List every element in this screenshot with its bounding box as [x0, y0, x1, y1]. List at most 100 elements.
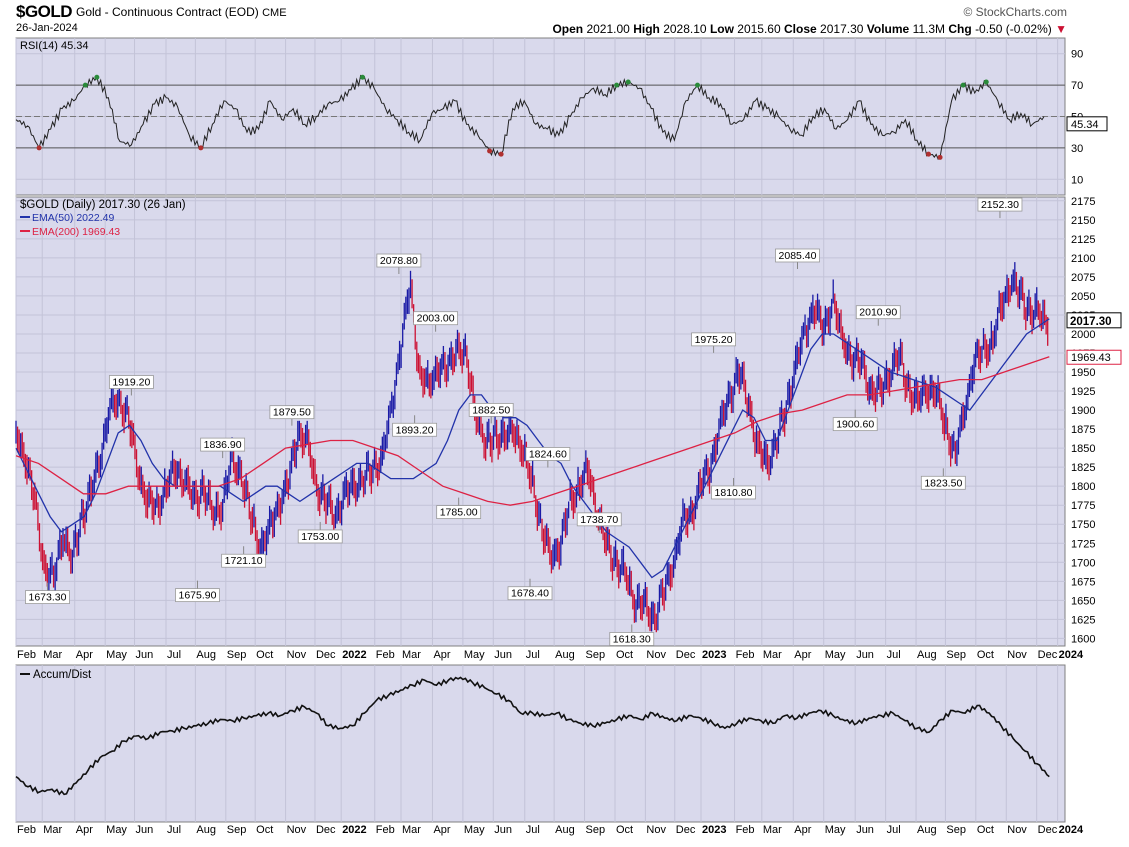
x-tick-label: Dec	[676, 649, 696, 661]
price-annotation-box	[269, 405, 315, 420]
x-tick-label: 2024	[1059, 649, 1084, 661]
price-annotation-label: 1893.20	[396, 424, 434, 436]
x-tick-label: Jun	[494, 649, 512, 661]
x-tick-label: Oct	[616, 824, 633, 836]
accum-dist-line	[15, 676, 1050, 796]
x-tick-label: Feb	[736, 824, 755, 836]
price-annotation-label: 1678.40	[511, 588, 549, 600]
x-tick-label: 2023	[702, 824, 726, 836]
ema50-legend: EMA(50) 2022.49	[32, 212, 114, 224]
price-annotation-label: 1836.90	[204, 439, 242, 451]
x-tick-label: Feb	[376, 824, 395, 836]
price-y-tick: 2125	[1071, 234, 1095, 246]
symbol: $GOLD	[16, 2, 73, 21]
rsi-label: RSI(14) 45.34	[20, 40, 88, 52]
price-annotation-label: 2078.80	[380, 255, 418, 267]
x-tick-label: May	[825, 824, 846, 836]
rsi-y-tick: 10	[1071, 174, 1083, 186]
x-tick-label: Feb	[376, 649, 395, 661]
price-annotation-label: 1785.00	[440, 507, 478, 519]
x-tick-label: Nov	[1007, 649, 1027, 661]
price-annotation-label: 1824.60	[529, 448, 567, 460]
x-tick-label: Aug	[196, 649, 216, 661]
x-tick-label: Jul	[887, 824, 901, 836]
price-y-tick: 1600	[1071, 633, 1095, 645]
rsi-y-tick: 30	[1071, 143, 1083, 155]
price-annotation-label: 1810.80	[715, 487, 753, 499]
accum-dist-label: Accum/Dist	[33, 669, 92, 681]
x-tick-label: Jul	[167, 649, 181, 661]
x-tick-label: Jul	[526, 824, 540, 836]
rsi-y-tick: 70	[1071, 80, 1083, 92]
price-annotation-box	[108, 375, 154, 389]
x-tick-label: Oct	[616, 649, 633, 661]
price-annotation-label: 1753.00	[301, 531, 339, 543]
price-annotation-label: 2152.30	[981, 199, 1019, 211]
chart-date: 26-Jan-2024	[16, 22, 78, 34]
price-annotation-box	[297, 529, 343, 544]
x-tick-label: May	[825, 649, 846, 661]
x-tick-label: May	[464, 824, 485, 836]
price-y-tick: 1900	[1071, 405, 1095, 417]
price-annotation-box	[200, 437, 246, 452]
price-y-tick: 1775	[1071, 500, 1095, 512]
price-y-tick: 1675	[1071, 576, 1095, 588]
rsi-oversold-mark	[198, 145, 204, 151]
rsi-oversold-mark	[926, 151, 932, 157]
price-annotation-box	[376, 253, 422, 268]
rsi-overbought-mark	[82, 82, 88, 88]
x-tick-label: Apr	[794, 824, 811, 836]
panel-ad	[15, 664, 1066, 823]
x-tick-label: Nov	[646, 824, 666, 836]
price-y-tick: 1625	[1071, 614, 1095, 626]
rsi-y-tick: 90	[1071, 49, 1083, 61]
x-tick-label: Sep	[946, 649, 966, 661]
brand-label: © StockCharts.com	[963, 5, 1067, 19]
price-last-close: 2017.30	[1070, 316, 1112, 328]
price-annotation-box	[175, 588, 220, 603]
rsi-oversold-mark	[498, 151, 504, 157]
price-annotation-box	[25, 590, 70, 605]
x-tick-label: 2023	[702, 649, 726, 661]
x-tick-label: Jun	[856, 649, 874, 661]
price-annotation-label: 2085.40	[779, 250, 817, 262]
price-y-tick: 1725	[1071, 538, 1095, 550]
price-annotation-label: 1721.10	[225, 555, 263, 567]
price-annotation-label: 1823.50	[924, 477, 962, 489]
rsi-overbought-mark	[360, 74, 366, 80]
panel-price	[15, 196, 1066, 647]
price-annotation-label: 1975.20	[695, 334, 733, 346]
x-tick-label: Dec	[316, 649, 336, 661]
x-tick-label: May	[464, 649, 485, 661]
price-annotation-box	[525, 447, 571, 461]
x-tick-label: Jul	[887, 649, 901, 661]
price-y-tick: 2050	[1071, 291, 1095, 303]
ema200-legend: EMA(200) 1969.43	[32, 226, 120, 238]
price-annotation-label: 2003.00	[417, 313, 455, 325]
x-tick-label: Apr	[433, 824, 450, 836]
x-tick-label: Nov	[1007, 824, 1027, 836]
x-tick-label: 2022	[342, 824, 366, 836]
price-annotation-box	[576, 512, 622, 527]
rsi-overbought-mark	[694, 82, 700, 88]
x-tick-label: Aug	[555, 649, 575, 661]
price-annotation-label: 1618.30	[613, 633, 651, 645]
x-tick-label: Aug	[555, 824, 575, 836]
rsi-oversold-mark	[487, 148, 493, 154]
price-annotation-box	[392, 422, 438, 437]
x-tick-label: Mar	[402, 824, 421, 836]
rsi-overbought-mark	[614, 82, 620, 88]
x-tick-label: Dec	[676, 824, 696, 836]
x-tick-label: Apr	[433, 649, 450, 661]
price-last-close-box	[1066, 312, 1122, 329]
price-y-tick: 1650	[1071, 595, 1095, 607]
x-tick-label: Nov	[646, 649, 666, 661]
rsi-overbought-mark	[625, 79, 631, 85]
x-tick-label: Aug	[917, 649, 937, 661]
description: Gold - Continuous Contract (EOD) CME	[76, 5, 287, 19]
x-tick-label: Mar	[43, 649, 62, 661]
x-tick-label: Mar	[763, 649, 782, 661]
rsi-line	[15, 74, 1045, 160]
price-y-tick: 2100	[1071, 253, 1095, 265]
